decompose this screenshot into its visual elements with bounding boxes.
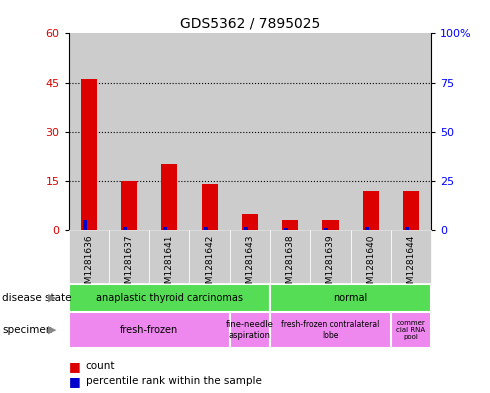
Bar <box>109 230 149 283</box>
Bar <box>351 230 391 283</box>
Bar <box>161 164 177 230</box>
Text: fine-needle
aspiration: fine-needle aspiration <box>226 320 274 340</box>
Bar <box>83 220 87 230</box>
Bar <box>282 220 298 230</box>
Text: GSM1281641: GSM1281641 <box>165 234 174 295</box>
Text: fresh-frozen: fresh-frozen <box>120 325 178 335</box>
Text: anaplastic thyroid carcinomas: anaplastic thyroid carcinomas <box>96 293 243 303</box>
Bar <box>365 227 369 230</box>
Text: GSM1281643: GSM1281643 <box>245 234 254 295</box>
Bar <box>322 220 339 230</box>
Bar <box>230 230 270 283</box>
Bar <box>244 227 248 230</box>
Text: ▶: ▶ <box>48 325 56 335</box>
Text: GSM1281642: GSM1281642 <box>205 234 214 294</box>
Text: GSM1281636: GSM1281636 <box>84 234 93 295</box>
Bar <box>230 33 270 230</box>
Text: ■: ■ <box>69 375 80 388</box>
Text: normal: normal <box>334 293 368 303</box>
Text: GSM1281638: GSM1281638 <box>286 234 294 295</box>
Bar <box>149 33 190 230</box>
Bar <box>190 33 230 230</box>
Bar <box>123 227 127 230</box>
Bar <box>149 230 190 283</box>
Bar <box>363 191 379 230</box>
Text: GSM1281640: GSM1281640 <box>366 234 375 295</box>
Bar <box>242 213 258 230</box>
Text: GSM1281637: GSM1281637 <box>124 234 134 295</box>
Bar <box>163 227 167 230</box>
Bar <box>270 312 391 348</box>
Text: disease state: disease state <box>2 293 72 303</box>
Bar <box>405 227 409 230</box>
Bar <box>69 33 109 230</box>
Bar <box>270 33 310 230</box>
Bar <box>391 312 431 348</box>
Bar <box>270 230 310 283</box>
Text: fresh-frozen contralateral
lobe: fresh-frozen contralateral lobe <box>281 320 380 340</box>
Bar <box>203 227 208 230</box>
Bar <box>284 228 288 230</box>
Text: ▶: ▶ <box>48 293 56 303</box>
Text: specimen: specimen <box>2 325 53 335</box>
Bar <box>190 230 230 283</box>
Bar <box>69 284 270 312</box>
Text: GSM1281639: GSM1281639 <box>326 234 335 295</box>
Bar <box>403 191 419 230</box>
Bar <box>81 79 97 230</box>
Bar <box>121 181 137 230</box>
Text: count: count <box>86 361 115 371</box>
Bar <box>310 33 351 230</box>
Bar <box>230 312 270 348</box>
Bar <box>391 33 431 230</box>
Bar <box>270 284 431 312</box>
Text: commer
cial RNA
pool: commer cial RNA pool <box>396 320 426 340</box>
Bar <box>69 230 109 283</box>
Bar <box>351 33 391 230</box>
Title: GDS5362 / 7895025: GDS5362 / 7895025 <box>180 17 320 31</box>
Bar <box>201 184 218 230</box>
Bar <box>324 228 328 230</box>
Bar <box>310 230 351 283</box>
Bar <box>69 312 230 348</box>
Bar <box>109 33 149 230</box>
Text: ■: ■ <box>69 360 80 373</box>
Text: GSM1281644: GSM1281644 <box>407 234 416 294</box>
Text: percentile rank within the sample: percentile rank within the sample <box>86 376 262 386</box>
Bar <box>391 230 431 283</box>
